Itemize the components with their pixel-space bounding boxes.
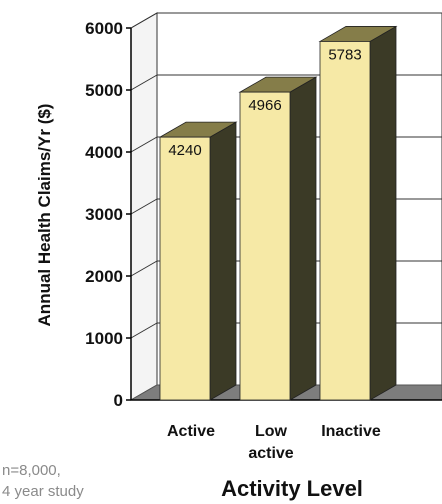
y-tick-label: 4000 (85, 143, 123, 162)
gridline-diagonal (130, 198, 158, 215)
y-tick-label: 2000 (85, 267, 123, 286)
y-tick-label: 1000 (85, 329, 123, 348)
bar: 4240 (158, 121, 238, 401)
y-axis-label: Annual Health Claims/Yr ($) (35, 104, 54, 327)
x-axis-categories: Active Low active Inactive (167, 423, 381, 462)
sample-note-line-1: n=8,000, (2, 462, 61, 479)
gridline-diagonal (130, 260, 158, 277)
bar-front (159, 136, 211, 401)
bar-front (239, 91, 291, 401)
sample-note-line-2: 4 year study (2, 483, 84, 500)
x-axis-label: Activity Level (221, 476, 363, 501)
x-category-label: Active (167, 423, 215, 440)
x-category-label: Low active (248, 423, 293, 462)
x-category-label: Inactive (321, 423, 381, 440)
bar-front (319, 41, 371, 401)
x-category-label-line: Active (167, 423, 215, 440)
gridline-diagonal (130, 322, 158, 339)
bar-side (209, 121, 237, 401)
y-tick-label: 6000 (85, 19, 123, 38)
bar: 4966 (238, 76, 318, 401)
bar: 5783 (318, 25, 398, 401)
y-tick-label: 3000 (85, 205, 123, 224)
bar-data-label: 4966 (248, 97, 281, 114)
bar-side (289, 76, 317, 401)
y-axis-ticks: 0 1000 2000 3000 4000 5000 6000 (85, 19, 132, 410)
x-category-label-line: Inactive (321, 423, 381, 440)
bars: 4240 4966 5783 (158, 25, 398, 401)
gridline-diagonal (130, 136, 158, 153)
gridline-diagonal (130, 12, 158, 29)
x-category-label-line: active (248, 445, 293, 462)
y-tick-label: 5000 (85, 81, 123, 100)
y-tick-label: 0 (114, 391, 123, 410)
bar-data-label: 4240 (168, 142, 201, 159)
x-category-label-line: Low (255, 423, 288, 440)
bar-side (369, 25, 397, 401)
gridline-diagonal (130, 74, 158, 91)
bar-data-label: 5783 (328, 46, 361, 63)
